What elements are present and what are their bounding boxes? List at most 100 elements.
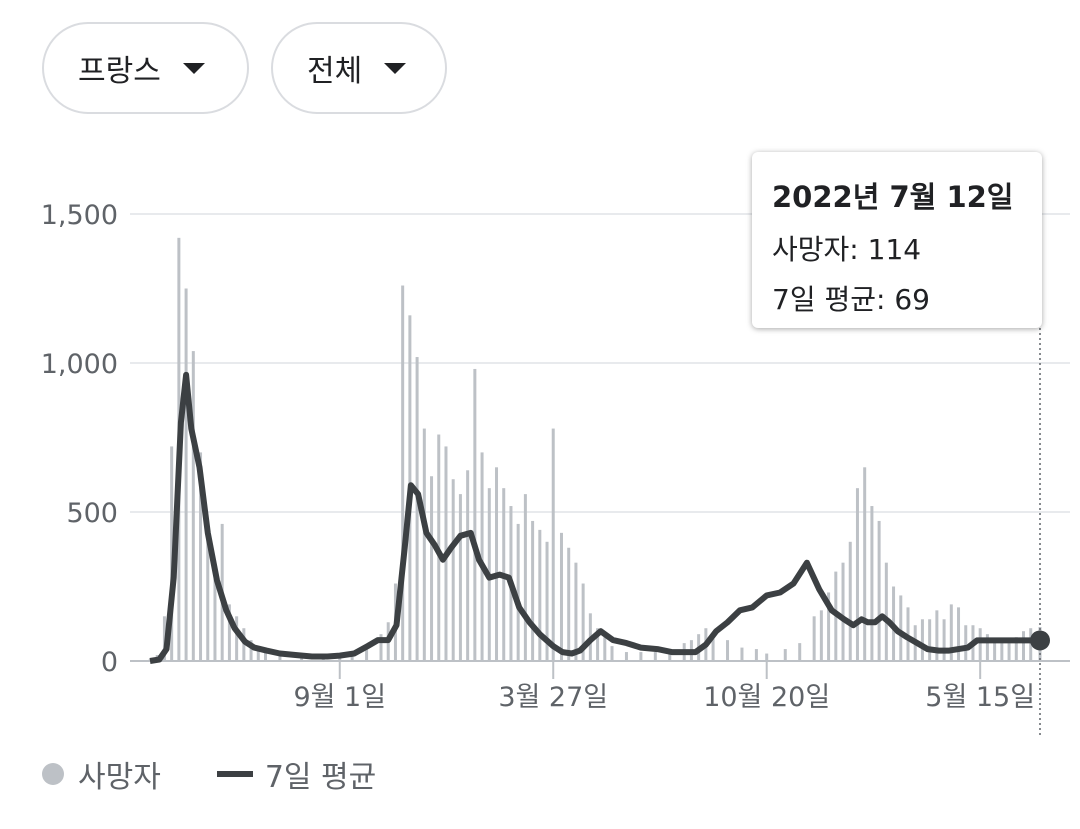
deaths-bar xyxy=(451,479,455,661)
deaths-bar xyxy=(278,653,282,661)
deaths-bar xyxy=(538,529,542,661)
seven-day-average-line xyxy=(149,371,1040,664)
deaths-bar xyxy=(191,351,195,661)
deaths-bar xyxy=(978,628,982,661)
deaths-bar xyxy=(559,532,563,661)
deaths-bar xyxy=(365,649,369,661)
x-tick-label: 3월 27일 xyxy=(498,682,608,713)
country-filter-label: 프랑스 xyxy=(78,54,161,89)
deaths-bar xyxy=(531,520,535,661)
deaths-bar xyxy=(928,619,932,661)
deaths-bar xyxy=(495,467,499,661)
deaths-bar xyxy=(855,488,859,661)
y-tick-label: 1,500 xyxy=(41,200,118,231)
deaths-bar xyxy=(603,637,607,661)
deaths-bar xyxy=(863,467,867,661)
chevron-down-icon xyxy=(182,62,205,74)
deaths-bar xyxy=(877,520,881,661)
x-axis: 9월 1일 3월 27일 10월 20일 5월 15일 xyxy=(293,661,1035,713)
deaths-bar xyxy=(765,653,769,661)
deaths-bar xyxy=(1021,631,1025,661)
deaths-bar xyxy=(610,646,614,661)
deaths-bar xyxy=(798,643,802,661)
deaths-bar xyxy=(993,640,997,661)
deaths-bar xyxy=(473,368,477,661)
deaths-bar xyxy=(754,649,758,661)
deaths-legend-dot xyxy=(42,763,64,785)
tooltip-deaths-value: 114 xyxy=(867,233,922,266)
data-tooltip: 2022년 7월 12일 사망자: 114 7일 평균: 69 xyxy=(752,152,1042,328)
deaths-bar xyxy=(906,607,910,661)
deaths-bar xyxy=(884,562,888,661)
deaths-bar xyxy=(783,649,787,661)
average-legend-label: 7일 평균 xyxy=(264,760,377,795)
tooltip-deaths: 사망자: 114 xyxy=(772,233,922,266)
deaths-bar xyxy=(551,428,555,661)
deaths-bar xyxy=(422,428,426,661)
country-filter-button[interactable]: 프랑스 xyxy=(42,22,249,114)
deaths-bar xyxy=(235,616,239,661)
deaths-bar xyxy=(653,652,657,661)
deaths-bar xyxy=(581,583,585,661)
deaths-bar xyxy=(162,616,166,661)
deaths-bar xyxy=(596,628,600,661)
tooltip-date: 2022년 7월 12일 xyxy=(772,180,1014,214)
deaths-bar xyxy=(1000,643,1004,661)
deaths-bar xyxy=(942,619,946,661)
deaths-bar xyxy=(964,625,968,661)
deaths-bar xyxy=(415,357,419,661)
chart-legend: 사망자 7일 평균 xyxy=(42,752,376,796)
deaths-bar xyxy=(430,476,434,661)
deaths-bar xyxy=(516,523,520,661)
deaths-bar xyxy=(1014,637,1018,661)
deaths-bar xyxy=(350,653,354,661)
deaths-bar xyxy=(242,628,246,661)
deaths-bar xyxy=(624,652,628,661)
tooltip-average: 7일 평균: 69 xyxy=(772,283,930,316)
deaths-bar xyxy=(466,470,470,661)
chevron-down-icon xyxy=(384,62,407,74)
grid-lines xyxy=(130,213,1070,662)
deaths-bar xyxy=(726,640,730,661)
deaths-bar xyxy=(899,595,903,661)
deaths-bar xyxy=(740,647,744,661)
deaths-bar xyxy=(264,652,268,661)
x-tick-label: 5월 15일 xyxy=(925,682,1035,713)
y-tick-label: 0 xyxy=(101,647,118,678)
deaths-bar xyxy=(668,653,672,661)
deaths-legend-label: 사망자 xyxy=(78,760,161,795)
x-tick-label: 10월 20일 xyxy=(703,682,830,713)
tooltip-deaths-label: 사망자 xyxy=(772,233,850,266)
deaths-bar xyxy=(206,535,210,661)
y-tick-label: 1,000 xyxy=(41,349,118,380)
deaths-bar xyxy=(827,592,831,661)
deaths-bar xyxy=(379,634,383,661)
deaths-bar xyxy=(812,616,816,661)
deaths-bar xyxy=(480,452,484,661)
deaths-bar xyxy=(957,607,961,661)
scope-filter-button[interactable]: 전체 xyxy=(271,22,447,114)
deaths-bar xyxy=(1007,643,1011,661)
deaths-bar xyxy=(256,647,260,661)
deaths-bar xyxy=(848,541,852,661)
deaths-bar xyxy=(170,446,174,661)
deaths-bar xyxy=(567,547,571,661)
deaths-bar xyxy=(574,562,578,661)
deaths-bar xyxy=(841,562,845,661)
deaths-bar xyxy=(949,604,953,661)
deaths-bar xyxy=(213,562,217,661)
deaths-bar xyxy=(819,610,823,661)
deaths-bar xyxy=(545,541,549,661)
y-tick-label: 500 xyxy=(66,498,118,529)
deaths-bar xyxy=(199,452,203,661)
deaths-bar xyxy=(458,494,462,661)
deaths-bar xyxy=(249,640,253,661)
deaths-bar xyxy=(985,634,989,661)
average-legend-line xyxy=(216,771,253,777)
deaths-bar xyxy=(184,288,188,661)
deaths-bar xyxy=(401,285,405,661)
deaths-bar xyxy=(935,610,939,661)
deaths-bar xyxy=(227,604,231,661)
hover-point[interactable] xyxy=(1030,630,1050,651)
